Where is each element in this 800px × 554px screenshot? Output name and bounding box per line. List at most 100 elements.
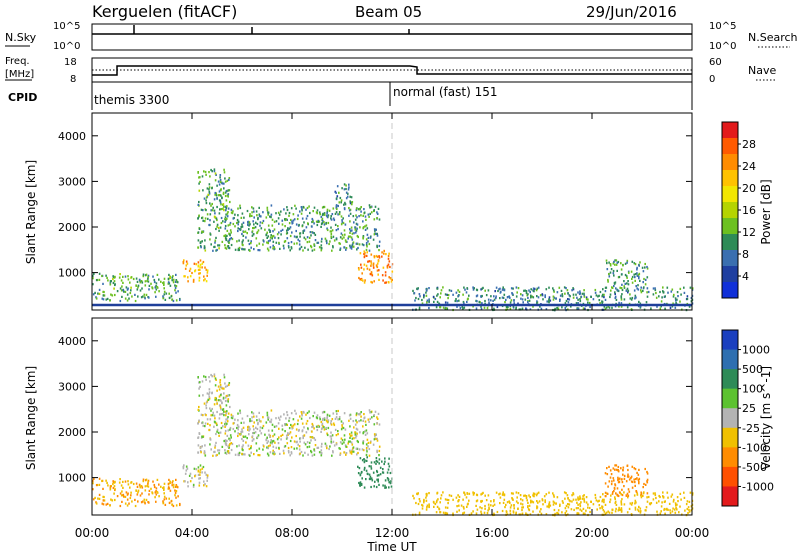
velocity-cell-5 bbox=[490, 500, 492, 503]
power-cell-3 bbox=[369, 236, 372, 239]
power-cell-3 bbox=[365, 241, 368, 245]
velocity-cell-6 bbox=[608, 465, 610, 468]
velocity-cell-5 bbox=[447, 499, 450, 502]
power-cell-2 bbox=[228, 232, 230, 235]
power-cell-3 bbox=[319, 213, 321, 216]
velocity-cell-0 bbox=[145, 478, 148, 481]
power-cell-0 bbox=[98, 272, 101, 275]
velocity-cell-2 bbox=[220, 426, 223, 430]
power-cell-3 bbox=[313, 243, 315, 246]
power-cell-2 bbox=[215, 173, 217, 176]
velocity-cell-3 bbox=[229, 428, 231, 431]
power-cell-5 bbox=[363, 281, 366, 284]
power-cell-6 bbox=[485, 294, 488, 297]
velocity-cell-4 bbox=[363, 458, 365, 461]
power-cell-2 bbox=[229, 200, 231, 204]
power-cell-6 bbox=[523, 289, 525, 292]
power-cell-3 bbox=[234, 248, 237, 251]
power-cell-0 bbox=[174, 286, 177, 289]
velocity-cell-3 bbox=[303, 441, 306, 444]
power-cell-7 bbox=[639, 261, 641, 264]
power-cell-2 bbox=[215, 236, 217, 239]
velocity-cell-2 bbox=[216, 389, 218, 392]
power-cell-6 bbox=[540, 307, 543, 310]
power-cell-0 bbox=[167, 281, 170, 284]
power-cell-5 bbox=[387, 263, 390, 266]
velocity-cell-4 bbox=[363, 461, 366, 464]
power-cell-3 bbox=[283, 240, 286, 243]
power-cell-0 bbox=[114, 275, 116, 278]
velocity-cell-5 bbox=[523, 494, 525, 497]
power-cell-5 bbox=[370, 271, 373, 274]
power-cell-3 bbox=[260, 215, 262, 218]
power-cell-0 bbox=[101, 297, 104, 300]
velocity-cell-0 bbox=[98, 497, 101, 500]
velocity-cell-5 bbox=[654, 493, 657, 497]
power-cell-6 bbox=[679, 300, 681, 303]
power-cell-6 bbox=[512, 287, 514, 290]
power-cell-5 bbox=[378, 269, 380, 272]
velocity-cell-0 bbox=[174, 491, 177, 494]
power-cell-6 bbox=[521, 307, 524, 310]
velocity-cell-3 bbox=[290, 446, 293, 449]
power-cell-3 bbox=[256, 214, 258, 217]
power-cell-2 bbox=[215, 192, 217, 195]
power-cell-3 bbox=[326, 212, 328, 215]
power-cell-6 bbox=[494, 290, 496, 293]
power-cell-3 bbox=[236, 218, 239, 222]
velocity-cell-2 bbox=[205, 407, 208, 410]
power-cell-2 bbox=[222, 192, 225, 196]
power-cell-5 bbox=[357, 267, 360, 270]
power-cell-5 bbox=[366, 251, 368, 254]
velocity-cell-0 bbox=[174, 494, 176, 497]
power-cell-0 bbox=[134, 293, 136, 296]
power-cell-0 bbox=[141, 287, 143, 290]
velocity-cell-1 bbox=[193, 467, 196, 470]
velocity-colorbar-segment bbox=[722, 486, 738, 507]
velocity-cell-3 bbox=[271, 442, 273, 445]
power-cell-6 bbox=[487, 298, 490, 301]
power-cell-2 bbox=[208, 192, 211, 195]
power-cell-4 bbox=[335, 204, 338, 207]
power-cell-6 bbox=[457, 289, 459, 292]
power-cell-3 bbox=[234, 225, 236, 228]
velocity-cell-5 bbox=[415, 501, 417, 505]
power-cell-4 bbox=[338, 191, 340, 194]
velocity-cell-0 bbox=[127, 492, 129, 495]
velocity-cell-0 bbox=[148, 489, 151, 492]
power-cell-6 bbox=[623, 298, 626, 301]
velocity-cell-5 bbox=[525, 496, 528, 500]
power-cell-2 bbox=[214, 212, 216, 215]
velocity-cell-5 bbox=[481, 492, 483, 495]
power-cell-3 bbox=[272, 240, 275, 243]
velocity-cell-5 bbox=[636, 493, 639, 496]
power-cell-0 bbox=[153, 280, 156, 284]
velocity-cell-5 bbox=[537, 491, 540, 494]
power-cell-5 bbox=[365, 264, 368, 267]
power-cell-0 bbox=[106, 297, 109, 300]
power-cell-6 bbox=[607, 305, 609, 308]
power-cell-6 bbox=[640, 289, 642, 292]
velocity-cell-5 bbox=[484, 494, 486, 497]
velocity-cell-5 bbox=[603, 510, 606, 513]
power-cell-0 bbox=[119, 299, 122, 303]
power-cell-2 bbox=[224, 177, 226, 180]
power-cell-6 bbox=[638, 300, 640, 303]
power-colorbar-segment bbox=[722, 186, 738, 203]
velocity-cell-5 bbox=[501, 509, 504, 513]
velocity-cell-6 bbox=[636, 471, 638, 474]
velocity-cell-5 bbox=[598, 504, 601, 507]
velocity-cell-3 bbox=[236, 445, 238, 448]
power-cell-2 bbox=[220, 208, 223, 211]
power-cell-0 bbox=[150, 282, 152, 285]
power-cell-5 bbox=[387, 254, 390, 258]
velocity-cell-5 bbox=[575, 507, 578, 510]
velocity-cell-4 bbox=[370, 477, 373, 480]
power-colorbar-tick-label: 24 bbox=[742, 160, 756, 173]
velocity-cell-3 bbox=[302, 436, 304, 440]
velocity-cell-5 bbox=[626, 511, 629, 514]
velocity-cell-6 bbox=[606, 467, 608, 470]
power-cell-3 bbox=[292, 213, 295, 216]
power-cell-3 bbox=[373, 228, 376, 231]
velocity-cell-3 bbox=[292, 418, 295, 421]
